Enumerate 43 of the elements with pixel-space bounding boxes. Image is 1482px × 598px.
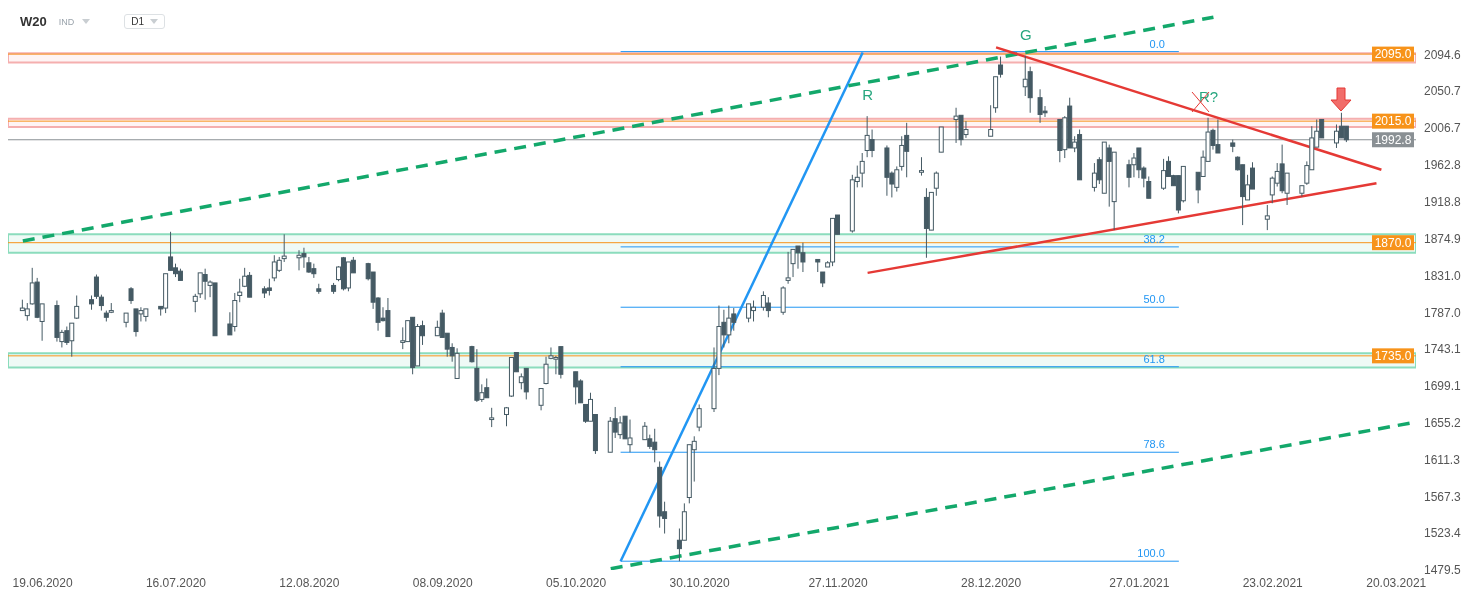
- series-label: 61.8: [1143, 352, 1165, 365]
- text: W20: [20, 14, 47, 29]
- y-tick-label: 1611.3: [1424, 452, 1461, 467]
- y-tick-label: 1523.4: [1424, 526, 1462, 541]
- x-tick-label: 20.03.2021: [1366, 575, 1427, 590]
- y-tick-label: 1918.8: [1424, 195, 1462, 210]
- x-tick-label: 16.07.2020: [145, 575, 207, 590]
- ref-line-label: 1735.0: [1374, 348, 1412, 363]
- y-tick-label: 1831.0: [1424, 268, 1462, 283]
- ref-line-label: 2095.0: [1374, 47, 1412, 62]
- x-tick-label: 27.11.2020: [808, 575, 868, 590]
- series-label: 100.0: [1137, 547, 1165, 560]
- y-tick-label: 1743.1: [1424, 342, 1462, 357]
- x-tick-label: 12.08.2020: [279, 575, 340, 590]
- annotation: R: [862, 86, 874, 104]
- x-tick-label: 08.09.2020: [412, 575, 474, 590]
- series-label: 78.6: [1143, 438, 1165, 451]
- series-label: 50.0: [1143, 293, 1165, 306]
- y-tick-label: 2094.6: [1424, 47, 1462, 62]
- ref-line-label: 2015.0: [1374, 114, 1412, 129]
- x-tick-label: 19.06.2020: [12, 575, 73, 590]
- y-tick-label: 1699.1: [1424, 379, 1462, 394]
- y-tick-label: 1787.0: [1424, 305, 1462, 320]
- x-tick-label: 23.02.2021: [1242, 575, 1304, 590]
- text: IND: [58, 16, 75, 27]
- y-tick-label: 1655.2: [1424, 415, 1462, 430]
- y-tick-label: 1874.9: [1424, 231, 1462, 246]
- y-tick-label: 1962.8: [1424, 158, 1462, 173]
- series-label: 0.0: [1149, 37, 1165, 50]
- annotation: R?: [1198, 87, 1219, 105]
- annotation: D1: [131, 16, 145, 27]
- y-tick-label: 2050.7: [1424, 84, 1462, 99]
- ref-line-label: 1992.8: [1374, 132, 1412, 147]
- x-tick-label: 28.12.2020: [961, 575, 1022, 590]
- x-tick-label: 27.01.2021: [1109, 575, 1170, 590]
- series-label: 38.2: [1143, 232, 1165, 245]
- x-tick-label: 30.10.2020: [669, 575, 730, 590]
- y-tick-label: 2006.7: [1424, 121, 1462, 136]
- y-tick-label: 1567.3: [1424, 489, 1462, 504]
- x-tick-label: 05.10.2020: [546, 575, 607, 590]
- ref-line-label: 1870.0: [1374, 235, 1412, 250]
- y-tick-label: 1479.5: [1424, 563, 1462, 578]
- annotation: G: [1019, 25, 1032, 43]
